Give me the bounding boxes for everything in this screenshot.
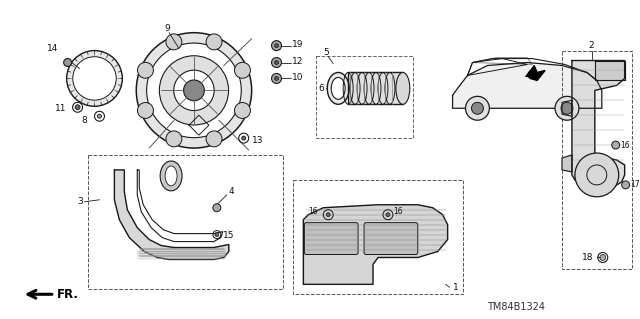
Ellipse shape xyxy=(327,72,349,104)
Circle shape xyxy=(136,33,252,148)
Circle shape xyxy=(271,57,282,68)
Ellipse shape xyxy=(332,78,345,99)
Polygon shape xyxy=(348,72,403,104)
Polygon shape xyxy=(452,63,602,108)
Polygon shape xyxy=(562,100,572,116)
Circle shape xyxy=(472,102,483,114)
Ellipse shape xyxy=(165,166,177,186)
Circle shape xyxy=(73,57,116,100)
Circle shape xyxy=(75,105,80,110)
Circle shape xyxy=(206,34,222,50)
Bar xyxy=(562,51,632,270)
Circle shape xyxy=(215,233,219,237)
Text: 13: 13 xyxy=(252,136,263,145)
Bar xyxy=(88,155,284,289)
Circle shape xyxy=(242,136,246,140)
Circle shape xyxy=(166,34,182,50)
Text: 5: 5 xyxy=(323,48,329,57)
Text: 1: 1 xyxy=(452,283,458,292)
Polygon shape xyxy=(572,61,625,190)
Polygon shape xyxy=(115,170,228,259)
Text: 19: 19 xyxy=(292,40,304,49)
Polygon shape xyxy=(137,170,223,241)
FancyBboxPatch shape xyxy=(364,223,418,255)
Circle shape xyxy=(206,131,222,147)
Text: 10: 10 xyxy=(292,73,304,82)
Text: 4: 4 xyxy=(228,187,234,196)
Circle shape xyxy=(600,255,605,260)
Text: 16: 16 xyxy=(393,207,403,216)
Ellipse shape xyxy=(396,72,410,104)
Circle shape xyxy=(213,204,221,212)
Circle shape xyxy=(63,59,72,66)
Circle shape xyxy=(561,102,573,114)
Circle shape xyxy=(386,213,390,217)
Circle shape xyxy=(234,62,250,78)
Text: TM84B1324: TM84B1324 xyxy=(488,302,545,312)
Circle shape xyxy=(138,102,154,118)
Circle shape xyxy=(159,56,228,125)
Circle shape xyxy=(275,77,278,80)
Text: 9: 9 xyxy=(164,24,170,33)
Circle shape xyxy=(166,131,182,147)
Circle shape xyxy=(174,70,214,111)
Text: 6: 6 xyxy=(318,84,324,93)
Polygon shape xyxy=(595,61,625,80)
Bar xyxy=(316,56,413,138)
Circle shape xyxy=(67,51,122,106)
Circle shape xyxy=(97,114,102,118)
FancyBboxPatch shape xyxy=(305,223,358,255)
Text: 18: 18 xyxy=(582,253,594,262)
Polygon shape xyxy=(562,155,572,172)
Text: 15: 15 xyxy=(223,231,234,240)
Text: 8: 8 xyxy=(81,116,87,125)
Circle shape xyxy=(138,62,154,78)
Text: 14: 14 xyxy=(47,44,58,53)
Circle shape xyxy=(275,61,278,64)
Circle shape xyxy=(271,41,282,51)
Text: 16: 16 xyxy=(621,141,630,150)
Circle shape xyxy=(275,44,278,48)
Circle shape xyxy=(612,141,620,149)
Polygon shape xyxy=(527,65,545,80)
Circle shape xyxy=(147,43,241,138)
Circle shape xyxy=(555,96,579,120)
Circle shape xyxy=(465,96,490,120)
Ellipse shape xyxy=(160,161,182,191)
Text: 3: 3 xyxy=(77,197,83,206)
Circle shape xyxy=(575,153,619,197)
Text: 2: 2 xyxy=(589,41,595,50)
Circle shape xyxy=(234,102,250,118)
Text: 12: 12 xyxy=(292,57,304,66)
Circle shape xyxy=(621,181,630,189)
Circle shape xyxy=(326,213,330,217)
Text: 11: 11 xyxy=(54,104,66,113)
Bar xyxy=(293,180,463,294)
Circle shape xyxy=(184,80,204,101)
Text: 16: 16 xyxy=(308,207,318,216)
Text: 17: 17 xyxy=(630,180,640,189)
Circle shape xyxy=(271,73,282,83)
Text: FR.: FR. xyxy=(57,288,79,301)
Polygon shape xyxy=(303,205,447,284)
